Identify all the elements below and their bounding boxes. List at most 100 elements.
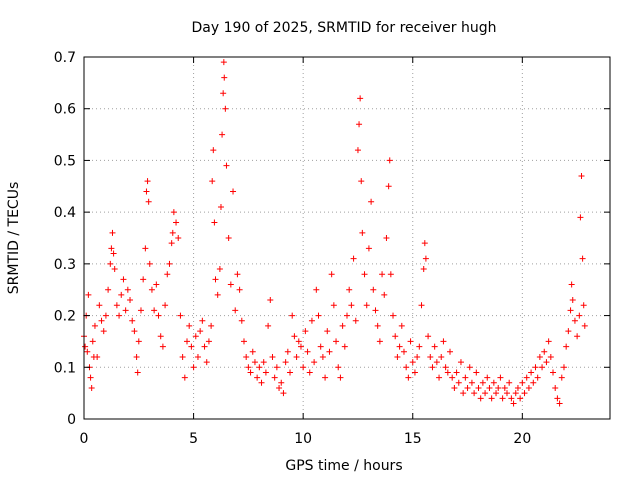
data-point — [280, 390, 287, 397]
x-axis-label: GPS time / hours — [285, 458, 402, 474]
data-point — [363, 302, 370, 309]
data-point — [356, 121, 363, 128]
data-point — [297, 343, 304, 350]
data-point — [162, 302, 169, 309]
data-point — [91, 322, 98, 329]
data-point — [394, 353, 401, 360]
data-point — [365, 245, 372, 252]
data-point — [107, 260, 114, 267]
data-point — [568, 281, 575, 288]
data-point — [554, 395, 561, 402]
data-point — [168, 240, 175, 247]
data-point — [354, 147, 361, 154]
data-point — [486, 384, 493, 391]
data-point — [230, 188, 237, 195]
data-point — [179, 353, 186, 360]
data-point — [110, 250, 117, 257]
data-point — [431, 343, 438, 350]
data-point — [512, 390, 519, 397]
data-point — [109, 229, 116, 236]
data-point — [146, 260, 153, 267]
x-tick-label: 10 — [294, 431, 312, 447]
data-point — [289, 312, 296, 319]
data-point — [370, 286, 377, 293]
data-point — [254, 374, 261, 381]
data-point — [313, 286, 320, 293]
data-point — [493, 390, 500, 397]
data-point — [322, 374, 329, 381]
data-point — [374, 322, 381, 329]
data-point — [194, 353, 201, 360]
data-point — [234, 271, 241, 278]
data-point — [94, 353, 101, 360]
data-point — [304, 348, 311, 355]
data-point — [392, 333, 399, 340]
data-point — [324, 328, 331, 335]
data-point — [420, 266, 427, 273]
data-point — [142, 245, 149, 252]
data-point — [372, 307, 379, 314]
y-tick-label: 0.7 — [54, 50, 76, 66]
data-point — [232, 307, 239, 314]
data-point — [333, 338, 340, 345]
data-point — [262, 369, 269, 376]
data-point — [528, 369, 535, 376]
data-point — [475, 384, 482, 391]
data-point — [137, 307, 144, 314]
data-point — [411, 369, 418, 376]
y-tick-label: 0.4 — [54, 205, 76, 221]
data-point — [438, 353, 445, 360]
data-point — [466, 364, 473, 371]
y-tick-label: 0.6 — [54, 102, 76, 118]
data-point — [319, 353, 326, 360]
data-point — [543, 359, 550, 366]
data-point — [87, 374, 94, 381]
data-point — [427, 353, 434, 360]
data-point — [220, 90, 227, 97]
data-point — [521, 390, 528, 397]
data-point — [108, 245, 115, 252]
data-point — [576, 312, 583, 319]
data-point — [449, 374, 456, 381]
x-tick-label: 0 — [80, 431, 89, 447]
data-point — [385, 183, 392, 190]
data-point — [208, 322, 215, 329]
data-point — [293, 353, 300, 360]
axis-ticks — [83, 56, 610, 420]
data-point — [510, 400, 517, 407]
data-point — [181, 374, 188, 381]
data-point — [348, 302, 355, 309]
data-point — [414, 353, 421, 360]
data-point — [508, 395, 515, 402]
data-point — [409, 359, 416, 366]
data-point — [346, 286, 353, 293]
data-point — [199, 317, 206, 324]
data-point — [339, 322, 346, 329]
data-point — [203, 359, 210, 366]
data-point — [416, 343, 423, 350]
data-point — [462, 374, 469, 381]
y-tick-label: 0 — [67, 412, 76, 428]
data-point — [127, 297, 134, 304]
y-tick-label: 0.5 — [54, 153, 76, 169]
data-point — [433, 359, 440, 366]
data-point — [358, 178, 365, 185]
data-point — [225, 235, 232, 241]
data-point — [166, 260, 173, 267]
data-point — [143, 188, 150, 195]
data-point — [379, 271, 386, 278]
data-point — [151, 307, 158, 314]
y-tick-label: 0.1 — [54, 360, 76, 376]
data-point — [534, 374, 541, 381]
data-point — [344, 312, 350, 319]
data-point — [545, 338, 552, 345]
data-point — [581, 322, 588, 329]
data-point — [175, 235, 182, 241]
data-point — [216, 266, 223, 273]
data-point — [330, 302, 337, 309]
data-point — [311, 359, 318, 366]
data-point — [159, 343, 166, 350]
data-point — [116, 312, 123, 319]
data-point — [265, 322, 272, 329]
